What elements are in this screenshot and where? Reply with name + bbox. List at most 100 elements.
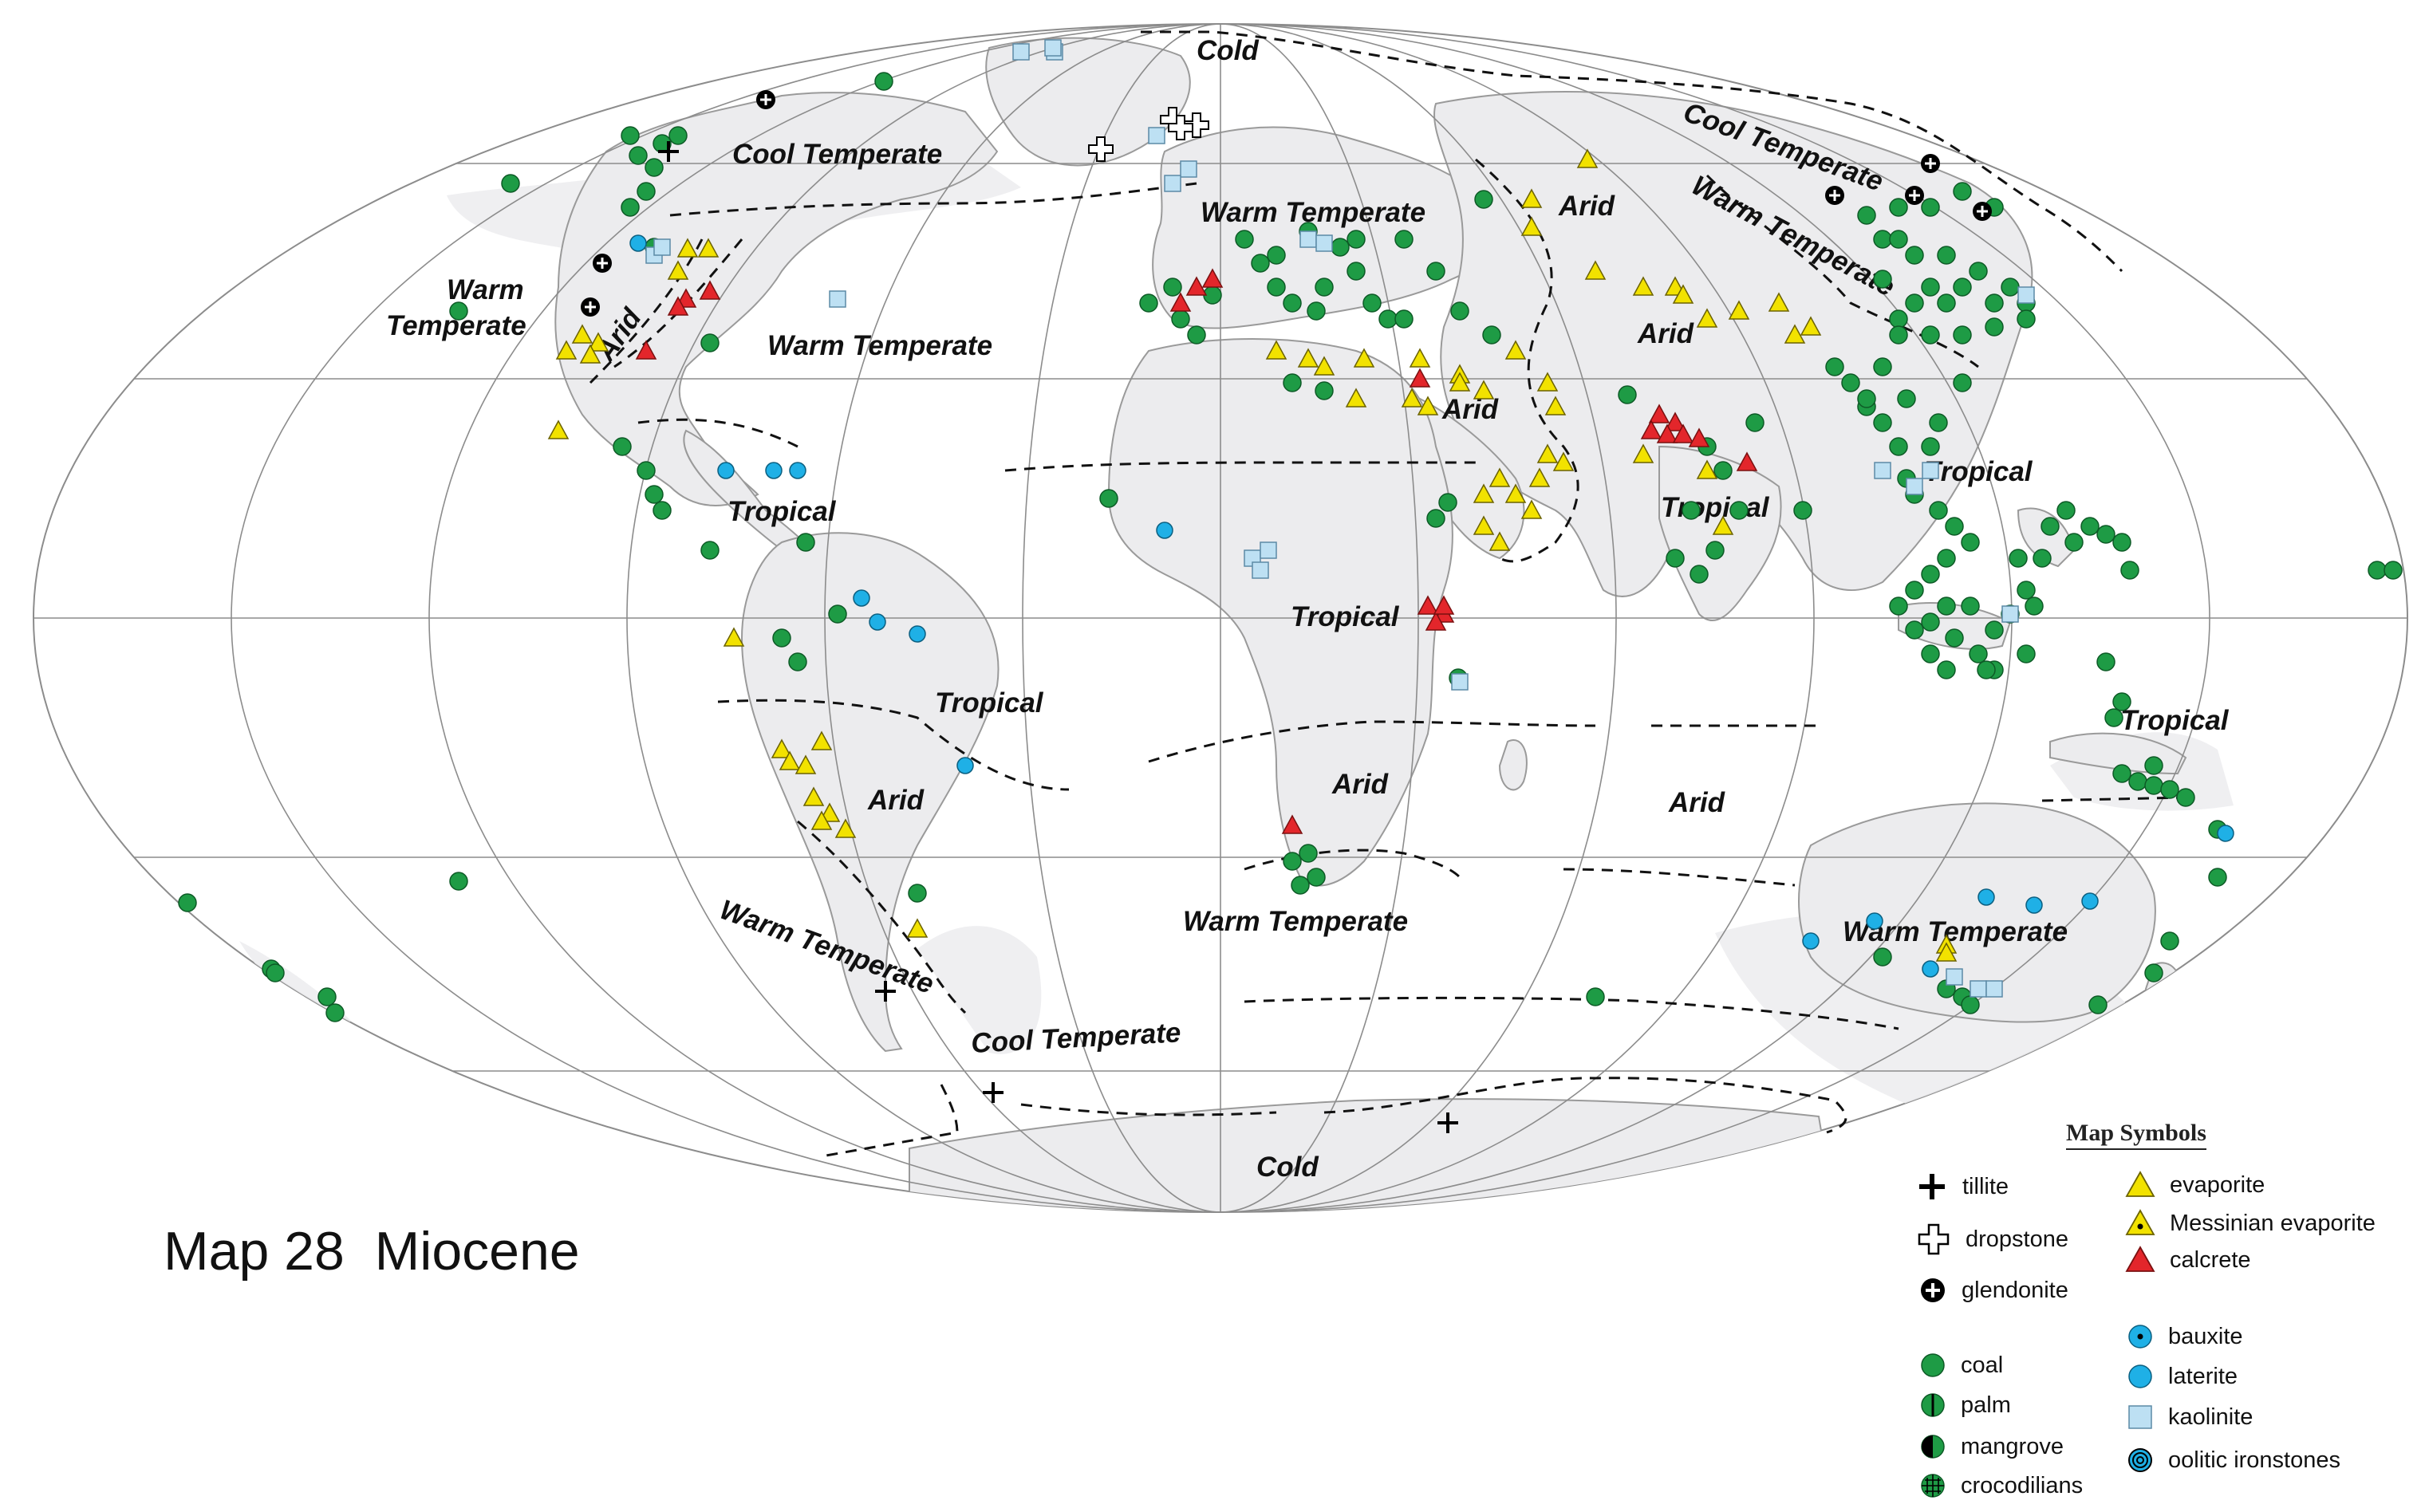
coal-marker: [2112, 533, 2131, 552]
calcrete-marker: [1672, 423, 1694, 443]
calcrete-marker: [1664, 411, 1686, 431]
tillite-marker: [1437, 1112, 1458, 1133]
legend-label: tillite: [1962, 1173, 2009, 1199]
kaolinite-marker: [653, 238, 671, 256]
coal-marker: [2017, 309, 2036, 329]
coal-marker: [1745, 413, 1765, 432]
calcrete-marker: [1169, 292, 1192, 312]
coal-marker: [874, 72, 893, 91]
coal-marker: [908, 884, 927, 903]
coal-marker: [1929, 501, 1948, 520]
evaporite-marker: [1800, 316, 1822, 336]
coal-marker: [1841, 373, 1860, 392]
coal-marker: [1099, 489, 1118, 508]
coal-marker: [501, 174, 520, 193]
kaolinite-marker: [1874, 462, 1891, 479]
kaolinite-marker: [1044, 39, 1062, 57]
coal-marker: [1438, 493, 1457, 512]
coal-marker: [2080, 517, 2100, 536]
kaolinite-marker: [1180, 160, 1197, 178]
legend-label: laterite: [2168, 1363, 2238, 1389]
zone-label: Tropical: [2120, 705, 2230, 736]
evaporite-marker: [547, 419, 570, 439]
zone-label: Tropical: [1661, 492, 1770, 523]
coal-marker: [1961, 597, 1980, 616]
coal-marker: [2001, 278, 2020, 297]
coal-marker: [2096, 525, 2115, 544]
coal-marker: [1315, 381, 1334, 400]
kaolinite-marker: [1260, 541, 1277, 559]
evaporite-marker: [667, 260, 689, 280]
zone-label: Arid: [1331, 769, 1389, 800]
legend-label: coal: [1961, 1352, 2004, 1378]
kaolinite-marker: [1148, 127, 1165, 144]
legend-item-oolitic-ironstones: oolitic ironstones: [2127, 1447, 2340, 1474]
coal-marker: [1299, 844, 1318, 863]
zone-label: Tropical: [935, 687, 1044, 719]
coal-marker: [772, 628, 791, 648]
evaporite-marker: [1584, 260, 1607, 280]
tillite-icon: [1919, 1174, 1945, 1199]
coal-marker: [1347, 230, 1366, 249]
legend-item-tillite: tillite: [1916, 1171, 2009, 1203]
calcrete-marker: [1648, 404, 1670, 423]
coal-marker: [1163, 278, 1182, 297]
kaolinite-marker: [1299, 230, 1317, 248]
coal-marker: [653, 501, 672, 520]
kaolinite-marker: [1164, 175, 1181, 192]
legend-title: Map Symbols: [2066, 1120, 2206, 1150]
coal-marker: [1985, 293, 2004, 313]
legend-label: bauxite: [2168, 1323, 2243, 1349]
africa: [1107, 338, 1453, 887]
coal-marker: [2176, 788, 2195, 807]
laterite-marker: [2081, 892, 2099, 910]
glendonite-marker-cross: [1977, 206, 1988, 217]
coal-marker: [1953, 182, 1972, 201]
coal-marker: [1362, 293, 1382, 313]
coal-marker: [2041, 517, 2060, 536]
legend-item-calcrete: calcrete: [2125, 1246, 2251, 1274]
coal-marker: [2144, 776, 2163, 795]
legend-item-dropstone: dropstone: [1916, 1222, 2068, 1257]
evaporite-marker: [676, 238, 699, 258]
coal-marker: [1825, 357, 1844, 376]
evaporite-marker: [1297, 348, 1319, 368]
calcrete-marker: [699, 280, 721, 300]
coal-marker: [2144, 756, 2163, 775]
calcrete-marker: [667, 296, 689, 316]
laterite-marker: [1866, 912, 1883, 930]
calcrete-marker: [1640, 419, 1662, 439]
coal-marker: [2104, 708, 2123, 727]
legend-label: dropstone: [1966, 1226, 2068, 1252]
coal-marker: [1618, 385, 1637, 404]
evaporite-marker: [795, 754, 817, 774]
coal-marker: [1977, 660, 1996, 679]
map-title: Map 28 Miocene: [164, 1221, 580, 1282]
coal-marker: [2112, 764, 2131, 783]
kaolinite-marker: [1252, 561, 1269, 579]
europe: [1152, 126, 1492, 329]
kaolinite-icon: [2128, 1405, 2152, 1429]
laterite-marker: [789, 462, 806, 479]
coal-marker: [1331, 238, 1350, 257]
coal-marker: [1937, 246, 1956, 265]
coal-marker: [1929, 413, 1948, 432]
laterite-marker: [2217, 825, 2234, 842]
coal-marker: [1283, 373, 1302, 392]
kaolinite-marker: [829, 290, 846, 308]
glendonite-marker-cross: [1829, 190, 1840, 201]
legend-label: mangrove: [1961, 1433, 2064, 1459]
coal-marker: [1937, 660, 1956, 679]
coal-marker: [1985, 620, 2004, 640]
laterite-marker: [1156, 522, 1173, 539]
legend-label: glendonite: [1962, 1277, 2068, 1303]
kaolinite-marker: [1922, 462, 1939, 479]
tillite-marker: [983, 1082, 1004, 1103]
bauxite-icon: [2128, 1325, 2152, 1349]
coal-marker: [621, 126, 640, 145]
zone-label: Cool Temperate: [732, 139, 942, 170]
zone-label: Warm Temperate: [767, 330, 992, 361]
evaporite-marker: [1935, 942, 1958, 962]
coal-marker: [1171, 309, 1190, 329]
zone-label: Cold: [1256, 1152, 1319, 1183]
